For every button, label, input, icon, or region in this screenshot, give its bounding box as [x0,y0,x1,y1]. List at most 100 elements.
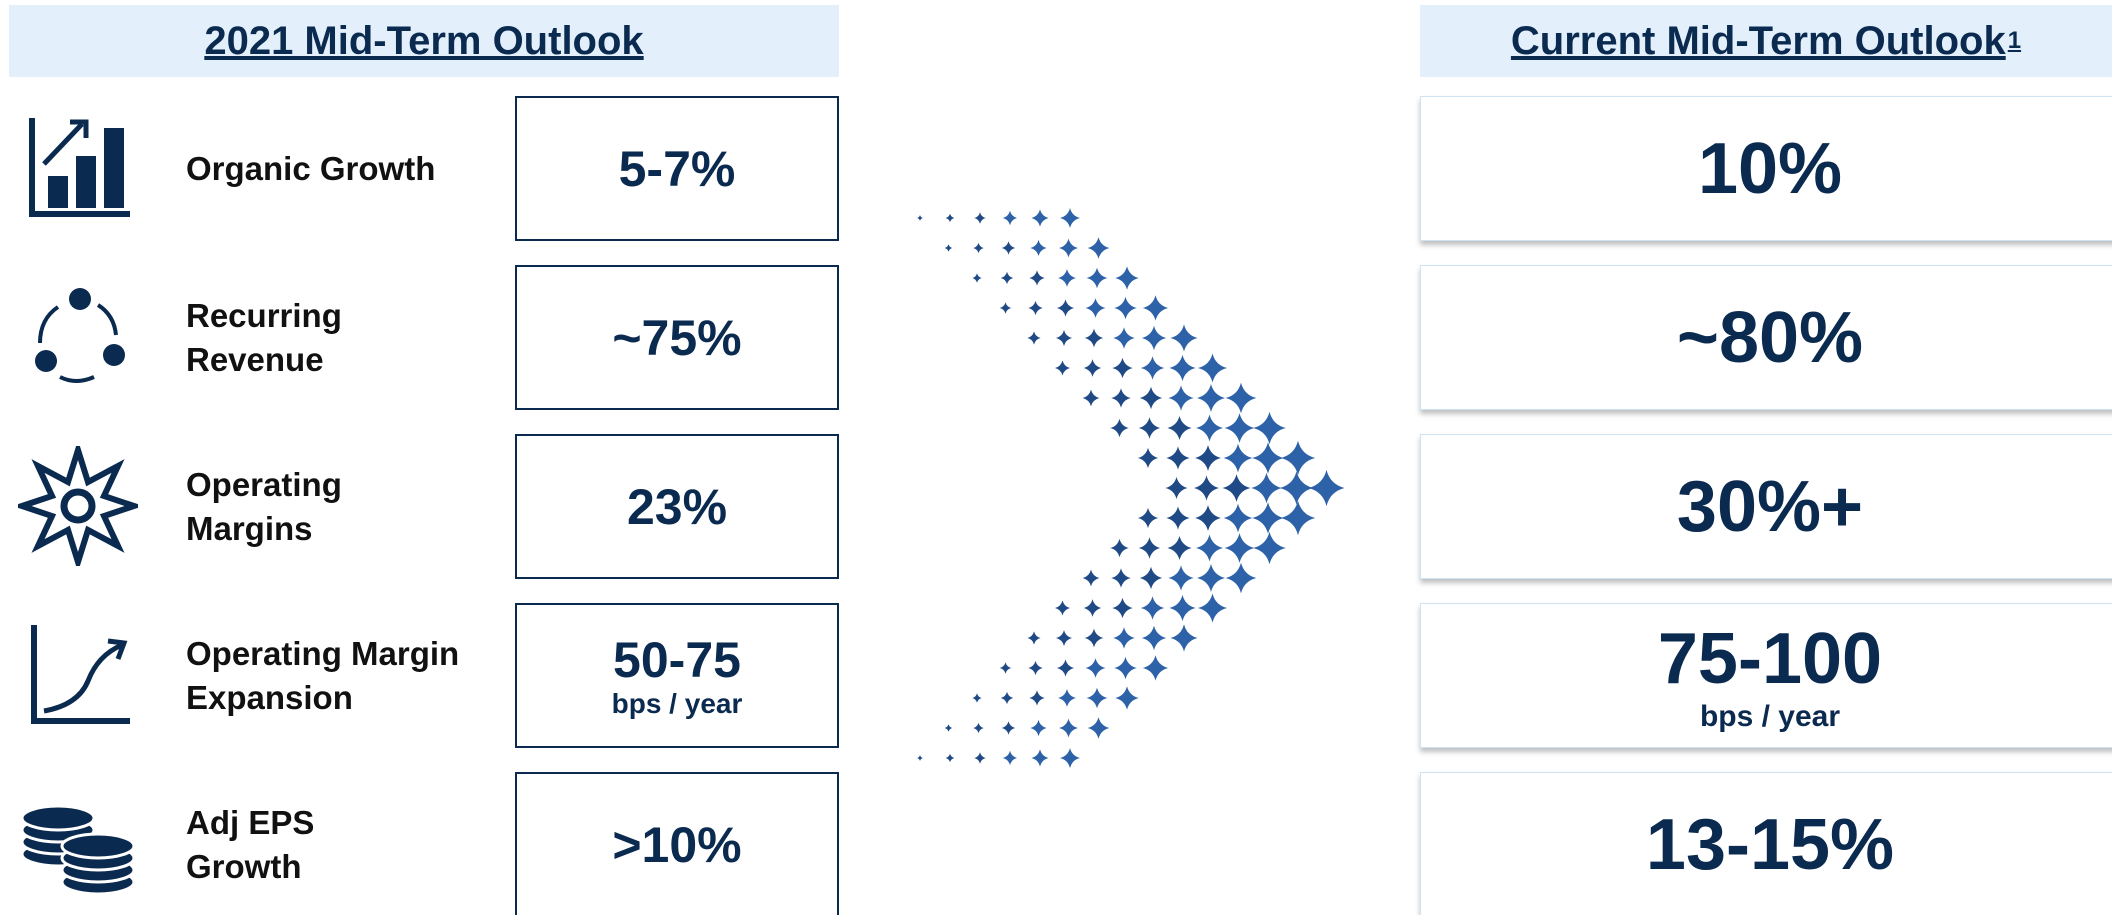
footnote-mark: 1 [2008,27,2021,55]
chevron-star [1111,568,1131,588]
chevron-star [1141,596,1164,619]
old-value-box: 5-7% [515,96,839,241]
chevron-star [1003,211,1017,225]
new-value-box: ~80% [1420,265,2112,410]
chevron-star [1002,721,1015,734]
chevron-star [1087,688,1108,709]
new-value: 75-100 [1658,618,1882,700]
chevron-star [1138,448,1158,468]
expansion-icon [18,615,138,735]
chevron-star [1115,266,1139,290]
chevron-star [1001,272,1013,284]
label-line: Operating [186,463,342,507]
chevron-star [1167,536,1191,560]
chevron-star [1170,324,1197,351]
chevron-star [1110,539,1129,558]
chevron-star [1000,302,1011,313]
chevron-star [1143,295,1168,320]
chevron-star [1031,749,1048,766]
chevron-star [1143,655,1168,680]
chevron-star [1197,384,1225,412]
chevron-star [1059,239,1078,258]
left-title: 2021 Mid-Term Outlook [204,19,643,64]
chevron-star [1055,601,1070,616]
chevron-star [1198,594,1227,623]
chevron-star [1225,413,1255,443]
chevron-star [1169,595,1195,621]
chevron-star [1196,535,1223,562]
chevron-star [1086,298,1106,318]
chevron-arrow [900,200,1370,780]
new-value: ~80% [1677,297,1863,379]
chevron-star [1112,358,1133,379]
chevron-star [917,215,923,221]
new-value: 10% [1698,128,1842,210]
label-line: Margins [186,507,342,551]
old-value-box: ~75% [515,265,839,410]
chevron-star [1165,477,1187,499]
chevron-star [1114,297,1137,320]
new-value: 30%+ [1677,466,1863,548]
chevron-star [1197,564,1225,592]
chevron-star [1057,300,1074,317]
old-value: >10% [612,816,741,874]
chevron-star [974,212,986,224]
chevron-star [973,723,984,734]
chevron-star [1111,388,1131,408]
chevron-star [1195,445,1221,471]
old-value: ~75% [612,309,741,367]
chevron-star [1001,692,1013,704]
chevron-star [1281,501,1315,535]
chevron-star [1030,720,1046,736]
chevron-star [1110,419,1129,438]
value-note: bps / year [612,689,743,720]
old-value: 23% [627,478,727,536]
chevron-star [1253,412,1286,445]
chevron-star [1059,719,1078,738]
chevron-star [1198,354,1227,383]
chevron-star [1030,240,1046,256]
chevron-star [1225,533,1255,563]
chevron-star [1113,627,1135,649]
chevron-star [946,214,955,223]
chevron-star [1253,532,1286,565]
chevron-star [1028,661,1042,675]
chevron-star [1142,326,1166,350]
chevron-star [1140,387,1162,409]
chevron-star [1170,624,1197,651]
chevron-star [1226,383,1257,414]
chevron-star [1280,471,1313,504]
left-header: 2021 Mid-Term Outlook [9,5,839,77]
chevron-star [1166,446,1189,469]
chevron-star [1226,563,1257,594]
label-line: Growth [186,845,314,889]
chevron-star [974,752,986,764]
new-value-box: 30%+ [1420,434,2112,579]
chevron-star [1087,268,1108,289]
chevron-star [1058,689,1076,707]
old-value: 5-7% [619,140,736,198]
chevron-star [973,243,984,254]
chevron-star [1003,751,1017,765]
chevron-star [1167,416,1191,440]
chevron-star [972,693,982,703]
new-value-box: 10% [1420,96,2112,241]
chevron-star [1057,660,1074,677]
label-line: Adj EPS [186,801,314,845]
row-label: Organic Growth [186,96,435,241]
chevron-star [1056,330,1072,346]
chevron-star [1028,301,1042,315]
chevron-star [1027,331,1040,344]
old-value-box: >10% [515,772,839,915]
recurring-icon [18,277,138,397]
chevron-star [1139,417,1160,438]
chevron-star [1058,269,1076,287]
chevron-star [1168,385,1193,410]
chevron-star [1083,570,1100,587]
chevron-star [1140,567,1162,589]
label-line: Organic Growth [186,147,435,191]
